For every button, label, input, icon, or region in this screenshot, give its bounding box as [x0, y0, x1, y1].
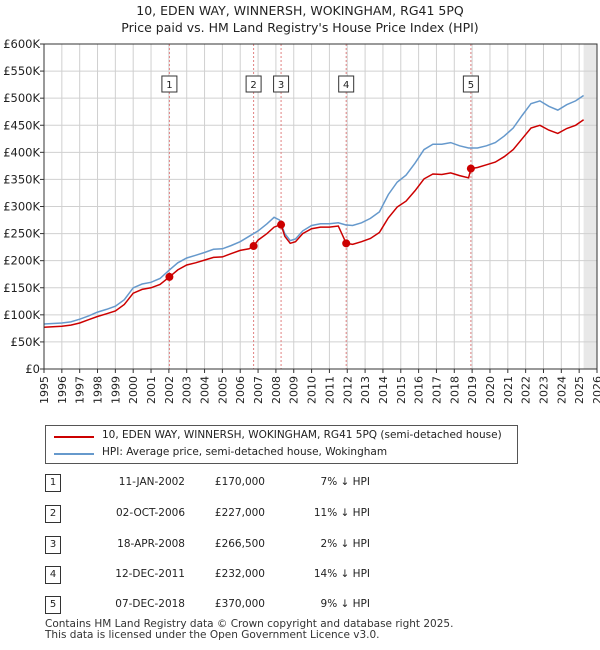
- sale-marker-box: [462, 75, 479, 93]
- transaction-date: 18-APR-2008: [117, 538, 185, 550]
- price-chart: 1995 1996 1997 1998 1999 2000 2001 2002 2003 2004…: [3, 37, 600, 404]
- x-tick-label: 2000: [127, 376, 140, 404]
- y-tick-label: £0: [25, 362, 40, 376]
- transaction-date: 12-DEC-2011: [115, 568, 185, 580]
- table-row: 2 02-OCT-2006 £227,000 11% ↓ HPI: [0, 505, 600, 527]
- transaction-hpi-diff: 7% ↓ HPI: [320, 476, 370, 488]
- sale-point: [466, 164, 475, 173]
- x-tick-label: 1996: [56, 376, 69, 404]
- x-tick-label: 2017: [430, 376, 443, 404]
- x-tick-label: 2024: [555, 376, 568, 404]
- y-tick-label: £200K: [3, 254, 40, 268]
- hpi-series-line: [43, 94, 585, 325]
- sale-point: [342, 239, 351, 248]
- y-tick-label: £350K: [3, 172, 40, 186]
- x-tick-label: 2008: [270, 376, 283, 404]
- y-tick-label: £100K: [3, 308, 40, 322]
- footer-license: This data is licensed under the Open Gov…: [45, 629, 380, 641]
- y-tick-label: £450K: [3, 118, 40, 132]
- sale-marker-label: 3: [278, 80, 284, 91]
- plot-border: [43, 43, 598, 370]
- y-tick-label: £250K: [3, 227, 40, 241]
- transaction-price: £227,000: [214, 507, 265, 519]
- y-tick-label: £500K: [3, 91, 40, 105]
- table-row: 4 12-DEC-2011 £232,000 14% ↓ HPI: [0, 566, 600, 588]
- chart-subtitle: Price paid vs. HM Land Registry's House …: [121, 20, 479, 35]
- transaction-date: 07-DEC-2018: [115, 598, 185, 610]
- x-tick-label: 1995: [38, 376, 51, 404]
- x-tick-label: 2006: [234, 376, 247, 404]
- table-row: 1 11-JAN-2002 £170,000 7% ↓ HPI: [0, 474, 600, 496]
- property-series-line: [43, 119, 585, 329]
- transaction-hpi-diff: 11% ↓ HPI: [313, 507, 370, 519]
- x-tick-label: 2011: [323, 376, 336, 404]
- x-tick-label: 1998: [92, 376, 105, 404]
- x-tick-label: 2019: [466, 376, 479, 404]
- x-tick-label: 2001: [145, 376, 158, 404]
- x-tick-label: 2026: [591, 376, 600, 404]
- transaction-price: £170,000: [214, 476, 265, 488]
- x-tick-label: 2022: [520, 376, 533, 404]
- y-tick-label: £50K: [11, 335, 41, 349]
- transaction-hpi-diff: 9% ↓ HPI: [320, 598, 370, 610]
- x-tick-label: 2009: [288, 376, 301, 404]
- x-tick-label: 2020: [484, 376, 497, 404]
- sale-marker-box: [245, 75, 262, 93]
- sale-marker-box: [338, 75, 355, 93]
- footer-copyright: Contains HM Land Registry data © Crown c…: [45, 618, 454, 630]
- x-tick-label: 2016: [413, 376, 426, 404]
- x-tick-label: 2004: [199, 376, 212, 404]
- x-tick-label: 2015: [395, 376, 408, 404]
- legend: 10, EDEN WAY, WINNERSH, WOKINGHAM, RG41 …: [45, 425, 518, 464]
- y-tick-label: £400K: [3, 145, 40, 159]
- sale-point: [249, 242, 258, 251]
- transaction-price: £266,500: [214, 538, 265, 550]
- transaction-date: 02-OCT-2006: [116, 507, 185, 519]
- transaction-hpi-diff: 2% ↓ HPI: [320, 538, 370, 550]
- table-row: 5 07-DEC-2018 £370,000 9% ↓ HPI: [0, 596, 600, 618]
- x-tick-label: 1997: [74, 376, 87, 404]
- sale-marker-label: 1: [166, 80, 172, 91]
- x-tick-label: 2002: [163, 376, 176, 404]
- sale-marker-label: 4: [343, 80, 349, 91]
- x-tick-label: 2013: [359, 376, 372, 404]
- transaction-badge: 3: [45, 536, 61, 554]
- y-tick-label: £600K: [3, 37, 40, 51]
- legend-label-hpi: HPI: Average price, semi-detached house,…: [102, 446, 388, 458]
- sale-point: [277, 220, 286, 229]
- transaction-price: £370,000: [214, 598, 265, 610]
- x-tick-label: 2012: [341, 376, 354, 404]
- transaction-date: 11-JAN-2002: [118, 476, 185, 488]
- sale-marker-box: [273, 75, 290, 93]
- x-tick-label: 2003: [181, 376, 194, 404]
- x-tick-label: 2023: [537, 376, 550, 404]
- x-tick-label: 2025: [573, 376, 586, 404]
- transaction-badge: 2: [45, 505, 61, 523]
- y-tick-label: £150K: [3, 281, 40, 295]
- x-tick-label: 2005: [216, 376, 229, 404]
- legend-label-property: 10, EDEN WAY, WINNERSH, WOKINGHAM, RG41 …: [102, 429, 502, 441]
- x-tick-label: 2010: [306, 376, 319, 404]
- transaction-badge: 1: [45, 474, 61, 492]
- table-row: 3 18-APR-2008 £266,500 2% ↓ HPI: [0, 536, 600, 558]
- transaction-hpi-diff: 14% ↓ HPI: [313, 568, 370, 580]
- transaction-price: £232,000: [214, 568, 265, 580]
- legend-swatch-property: [54, 436, 94, 438]
- x-tick-label: 2014: [377, 376, 390, 404]
- legend-swatch-hpi: [54, 453, 94, 455]
- sale-marker-label: 2: [250, 80, 256, 91]
- x-tick-label: 2007: [252, 376, 265, 404]
- y-tick-label: £300K: [3, 200, 40, 214]
- sale-marker-box: [161, 75, 178, 93]
- transaction-badge: 5: [45, 596, 61, 614]
- x-tick-label: 2018: [448, 376, 461, 404]
- sale-marker-label: 5: [468, 80, 474, 91]
- y-tick-label: £550K: [3, 64, 40, 78]
- footer: Contains HM Land Registry data © Crown c…: [45, 619, 453, 641]
- sale-point: [165, 272, 174, 281]
- x-tick-label: 1999: [109, 376, 122, 404]
- transaction-badge: 4: [45, 566, 61, 584]
- x-tick-label: 2021: [502, 376, 515, 404]
- chart-title: 10, EDEN WAY, WINNERSH, WOKINGHAM, RG41 …: [136, 3, 464, 18]
